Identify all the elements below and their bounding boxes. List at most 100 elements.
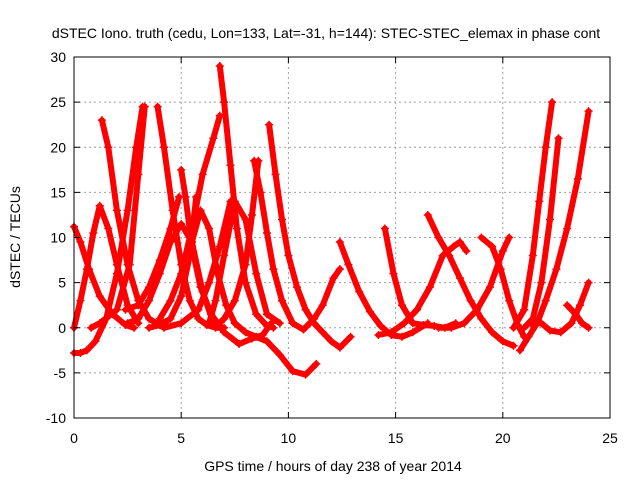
data-point-marker <box>134 170 143 179</box>
data-point-marker <box>271 170 280 179</box>
data-point-marker <box>166 296 175 305</box>
data-point-marker <box>498 337 507 346</box>
data-point-marker <box>220 314 229 323</box>
data-point-marker <box>187 224 196 233</box>
data-point-marker <box>573 174 582 183</box>
x-tick-label: 15 <box>388 430 404 446</box>
data-point-marker <box>423 210 432 219</box>
data-point-marker <box>262 321 271 330</box>
data-point-marker <box>89 228 98 237</box>
data-point-marker <box>447 323 456 332</box>
data-point-marker <box>413 305 422 314</box>
data-point-marker <box>477 233 486 242</box>
data-point-marker <box>301 305 310 314</box>
data-point-marker <box>95 201 104 210</box>
series-line <box>214 157 262 328</box>
data-point-marker <box>252 310 261 319</box>
data-point-marker <box>130 323 139 332</box>
data-series <box>70 62 593 379</box>
data-point-marker <box>185 296 194 305</box>
data-point-marker <box>509 341 518 350</box>
data-point-marker <box>387 328 396 337</box>
data-point-marker <box>196 283 205 292</box>
data-point-marker <box>477 314 486 323</box>
data-point-marker <box>145 314 154 323</box>
data-point-marker <box>310 319 319 328</box>
data-point-marker <box>419 321 428 330</box>
data-point-marker <box>355 287 364 296</box>
data-point-marker <box>563 224 572 233</box>
data-point-marker <box>408 328 417 337</box>
data-point-marker <box>256 188 265 197</box>
data-point-marker <box>398 301 407 310</box>
data-point-marker <box>299 325 308 334</box>
data-point-marker <box>252 269 261 278</box>
data-point-marker <box>584 107 593 116</box>
x-tick-label: 5 <box>177 430 185 446</box>
y-tick-label: 30 <box>50 49 66 65</box>
data-point-marker <box>153 102 162 111</box>
data-point-marker <box>213 321 222 330</box>
data-point-marker <box>76 238 85 247</box>
data-point-marker <box>121 305 130 314</box>
x-axis-label: GPS time / hours of day 238 of year 2014 <box>204 458 462 474</box>
data-point-marker <box>548 98 557 107</box>
data-point-marker <box>275 350 284 359</box>
data-point-marker <box>112 305 121 314</box>
data-point-marker <box>455 238 464 247</box>
data-point-marker <box>205 319 214 328</box>
data-point-marker <box>95 292 104 301</box>
data-point-marker <box>524 332 533 341</box>
data-point-marker <box>241 215 250 224</box>
data-point-marker <box>177 292 186 301</box>
data-point-marker <box>284 251 293 260</box>
axis-ticks: 0 5 10 15 20 25 -10 -5 0 5 10 15 20 25 30 <box>46 49 618 446</box>
data-point-marker <box>335 343 344 352</box>
data-point-marker <box>301 370 310 379</box>
data-point-marker <box>498 247 507 256</box>
y-tick-label: -5 <box>54 365 67 381</box>
series-line <box>266 121 354 351</box>
y-tick-label: 25 <box>50 94 66 110</box>
data-point-marker <box>177 269 186 278</box>
data-point-marker <box>556 328 565 337</box>
data-point-marker <box>520 323 529 332</box>
data-point-marker <box>528 251 537 260</box>
data-point-marker <box>288 367 297 376</box>
data-point-marker <box>265 120 274 129</box>
data-point-marker <box>177 165 186 174</box>
series-line <box>478 234 528 340</box>
data-point-marker <box>123 319 132 328</box>
series-line <box>510 99 556 331</box>
data-point-marker <box>250 156 259 165</box>
data-point-marker <box>198 170 207 179</box>
data-point-marker <box>104 143 113 152</box>
data-point-marker <box>545 326 554 335</box>
data-point-marker <box>505 296 514 305</box>
data-point-marker <box>230 197 239 206</box>
data-point-marker <box>584 278 593 287</box>
data-point-marker <box>473 305 482 314</box>
data-point-marker <box>82 346 91 355</box>
data-point-marker <box>312 359 321 368</box>
data-point-marker <box>209 134 218 143</box>
data-point-marker <box>327 337 336 346</box>
data-point-marker <box>434 233 443 242</box>
data-point-marker <box>460 319 469 328</box>
data-point-marker <box>205 278 214 287</box>
data-point-marker <box>262 337 271 346</box>
data-point-marker <box>389 269 398 278</box>
data-point-marker <box>181 192 190 201</box>
data-point-marker <box>462 247 471 256</box>
x-tick-label: 10 <box>281 430 297 446</box>
data-point-marker <box>220 328 229 337</box>
data-point-marker <box>485 283 494 292</box>
data-point-marker <box>262 310 271 319</box>
data-point-marker <box>541 296 550 305</box>
x-tick-label: 25 <box>602 430 618 446</box>
x-tick-label: 20 <box>495 430 511 446</box>
y-tick-label: 10 <box>50 230 66 246</box>
data-point-marker <box>400 319 409 328</box>
data-point-marker <box>134 301 143 310</box>
data-point-marker <box>241 328 250 337</box>
